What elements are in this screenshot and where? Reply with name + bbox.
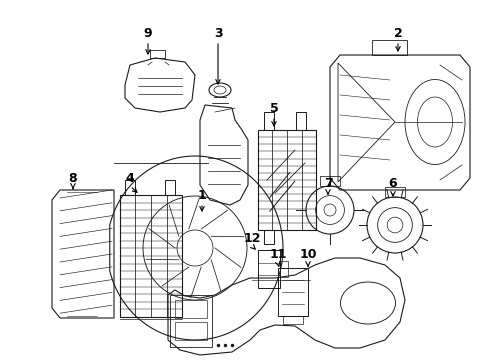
Bar <box>283 316 303 324</box>
Bar <box>385 187 405 197</box>
Text: 8: 8 <box>69 171 77 185</box>
Bar <box>258 250 280 288</box>
Text: 6: 6 <box>389 176 397 189</box>
Text: 1: 1 <box>197 189 206 202</box>
Bar <box>280 261 288 276</box>
Bar <box>170 295 212 347</box>
Text: 10: 10 <box>299 248 317 261</box>
Bar <box>264 112 274 130</box>
Bar <box>125 180 135 195</box>
Bar <box>175 322 207 340</box>
Bar <box>296 112 306 130</box>
Bar <box>264 230 274 244</box>
Text: 9: 9 <box>144 27 152 40</box>
Text: 5: 5 <box>270 102 278 114</box>
Bar <box>120 195 182 317</box>
Text: 7: 7 <box>323 176 332 189</box>
Bar <box>258 130 316 230</box>
Text: 11: 11 <box>269 248 287 261</box>
Bar <box>175 300 207 318</box>
Bar <box>165 180 175 195</box>
Bar <box>372 40 407 55</box>
Text: 2: 2 <box>393 27 402 40</box>
Bar <box>320 176 340 186</box>
Text: 3: 3 <box>214 27 222 40</box>
Text: 12: 12 <box>243 231 261 244</box>
Bar <box>278 268 308 316</box>
Text: 4: 4 <box>125 171 134 185</box>
